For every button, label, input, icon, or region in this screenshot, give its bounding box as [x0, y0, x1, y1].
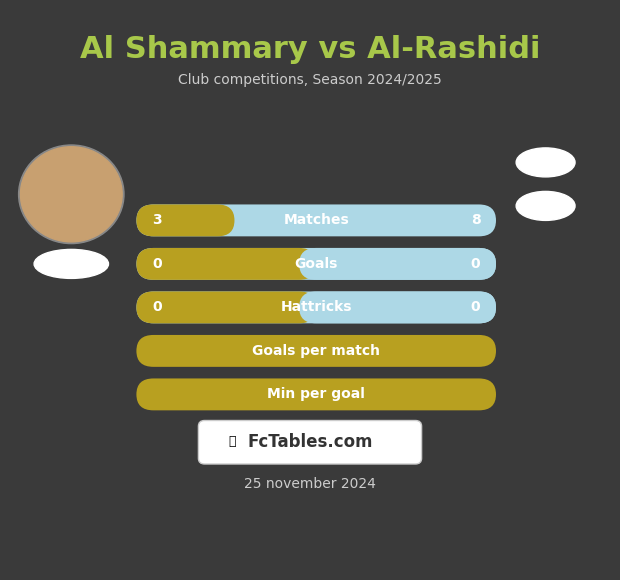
FancyBboxPatch shape [299, 248, 496, 280]
Text: Goals: Goals [294, 257, 338, 271]
Text: 25 november 2024: 25 november 2024 [244, 477, 376, 491]
Text: FcTables.com: FcTables.com [247, 433, 373, 451]
Circle shape [19, 145, 124, 244]
Text: 📊: 📊 [229, 436, 236, 448]
Text: Matches: Matches [283, 213, 349, 227]
FancyBboxPatch shape [136, 335, 496, 367]
Text: 0: 0 [152, 257, 162, 271]
FancyBboxPatch shape [136, 292, 316, 324]
Text: 3: 3 [152, 213, 162, 227]
FancyBboxPatch shape [136, 248, 496, 280]
Text: Min per goal: Min per goal [267, 387, 365, 401]
Circle shape [20, 147, 122, 242]
FancyBboxPatch shape [198, 420, 422, 464]
FancyBboxPatch shape [136, 379, 496, 411]
Text: 0: 0 [471, 257, 480, 271]
Ellipse shape [516, 148, 575, 177]
Ellipse shape [516, 191, 575, 220]
Text: Club competitions, Season 2024/2025: Club competitions, Season 2024/2025 [178, 73, 442, 87]
Text: 0: 0 [471, 300, 480, 314]
Text: 8: 8 [471, 213, 480, 227]
Ellipse shape [34, 249, 108, 278]
Text: 0: 0 [152, 300, 162, 314]
Text: Hattricks: Hattricks [280, 300, 352, 314]
FancyBboxPatch shape [299, 292, 496, 324]
FancyBboxPatch shape [136, 292, 496, 324]
Text: Al Shammary vs Al-Rashidi: Al Shammary vs Al-Rashidi [80, 35, 540, 64]
FancyBboxPatch shape [136, 204, 234, 237]
FancyBboxPatch shape [136, 248, 316, 280]
Text: Goals per match: Goals per match [252, 344, 380, 358]
FancyBboxPatch shape [136, 204, 496, 237]
